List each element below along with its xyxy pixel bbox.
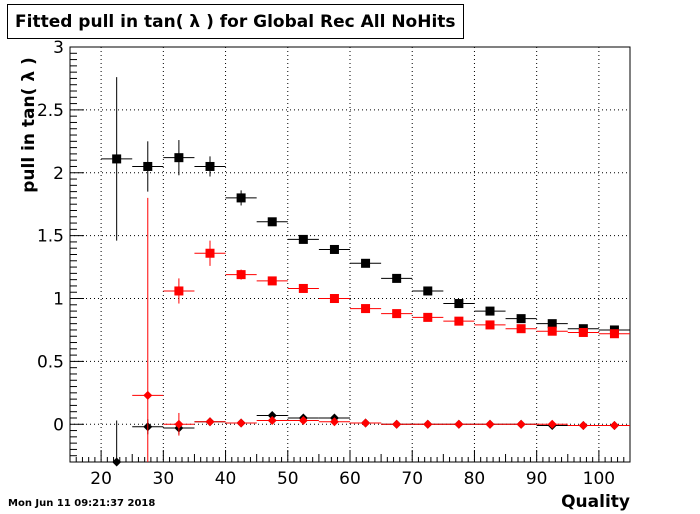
x-tick-label: 100 (583, 469, 615, 489)
data-point-diamond (485, 419, 495, 429)
data-point-diamond (392, 419, 402, 429)
y-tick-label: 0 (53, 415, 64, 435)
data-point-square (361, 258, 371, 268)
data-point-square (454, 299, 464, 309)
data-point-diamond (143, 390, 153, 400)
y-tick-label: 3 (53, 38, 64, 58)
axes: 20 30 40 50 60 70 80 90 100 0 0.5 1 1.5 2 2.5 3 (37, 38, 631, 489)
x-tick-label: 80 (464, 469, 486, 489)
data-point-square (423, 312, 433, 322)
x-tick-label: 90 (526, 469, 548, 489)
data-point-square (485, 320, 495, 330)
data-point-square (485, 306, 495, 316)
data-point-diamond (578, 421, 588, 431)
data-point-diamond (547, 419, 557, 429)
x-tick-label: 70 (401, 469, 423, 489)
x-tick-label: 50 (277, 469, 299, 489)
data-point-square (547, 319, 557, 329)
data-point-square (267, 276, 277, 286)
datestamp: Mon Jun 11 09:21:37 2018 (8, 498, 156, 509)
series-2 (163, 240, 630, 339)
data-point-diamond (267, 416, 277, 425)
y-tick-label: 2.5 (37, 101, 64, 121)
data-point-square (205, 248, 215, 258)
data-point-square (423, 286, 433, 296)
data-point-square (547, 326, 557, 336)
data-point-square (454, 316, 464, 326)
data-point-square (174, 153, 184, 163)
data-point-diamond (298, 416, 308, 425)
data-point-square (143, 161, 153, 171)
data-point-square (609, 329, 619, 339)
data-point-diamond (267, 410, 277, 420)
data-point-square (329, 294, 339, 304)
data-point-square (392, 309, 402, 319)
y-axis-label: pull in tan( λ ) (19, 57, 39, 193)
grid-lines (70, 46, 630, 462)
data-point-diamond (329, 417, 339, 427)
data-point-diamond (205, 417, 215, 427)
data-point-square (112, 154, 122, 164)
data-point-square (578, 327, 588, 337)
series-4 (132, 197, 630, 462)
x-tick-label: 60 (339, 469, 361, 489)
data-point-square (329, 244, 339, 254)
data-point-diamond (361, 418, 371, 428)
y-tick-label: 1 (53, 290, 64, 310)
data-point-diamond (454, 419, 464, 429)
y-tick-label: 1.5 (37, 227, 64, 247)
x-axis-label: Quality (561, 492, 630, 512)
data-point-square (174, 286, 184, 296)
data-point-square (298, 234, 308, 244)
y-tick-label: 0.5 (37, 352, 64, 372)
data-point-square (298, 283, 308, 293)
series-1 (101, 77, 630, 335)
chart-title: Fitted pull in tan( λ ) for Global Rec A… (7, 4, 464, 39)
data-point-square (516, 324, 526, 334)
x-tick-label: 40 (215, 469, 237, 489)
data-marks (101, 77, 630, 467)
data-point-square (236, 270, 246, 280)
data-point-diamond (174, 419, 184, 429)
data-point-diamond (236, 418, 246, 428)
data-point-diamond (516, 419, 526, 429)
data-point-square (267, 217, 277, 227)
data-point-square (361, 304, 371, 314)
data-point-square (205, 161, 215, 171)
data-point-diamond (112, 457, 122, 467)
data-point-square (236, 193, 246, 203)
x-tick-label: 20 (90, 469, 112, 489)
data-point-diamond (609, 421, 619, 431)
data-point-square (516, 314, 526, 324)
y-tick-label: 2 (53, 164, 64, 184)
data-point-diamond (423, 419, 433, 429)
data-point-square (392, 273, 402, 283)
x-tick-label: 30 (153, 469, 175, 489)
